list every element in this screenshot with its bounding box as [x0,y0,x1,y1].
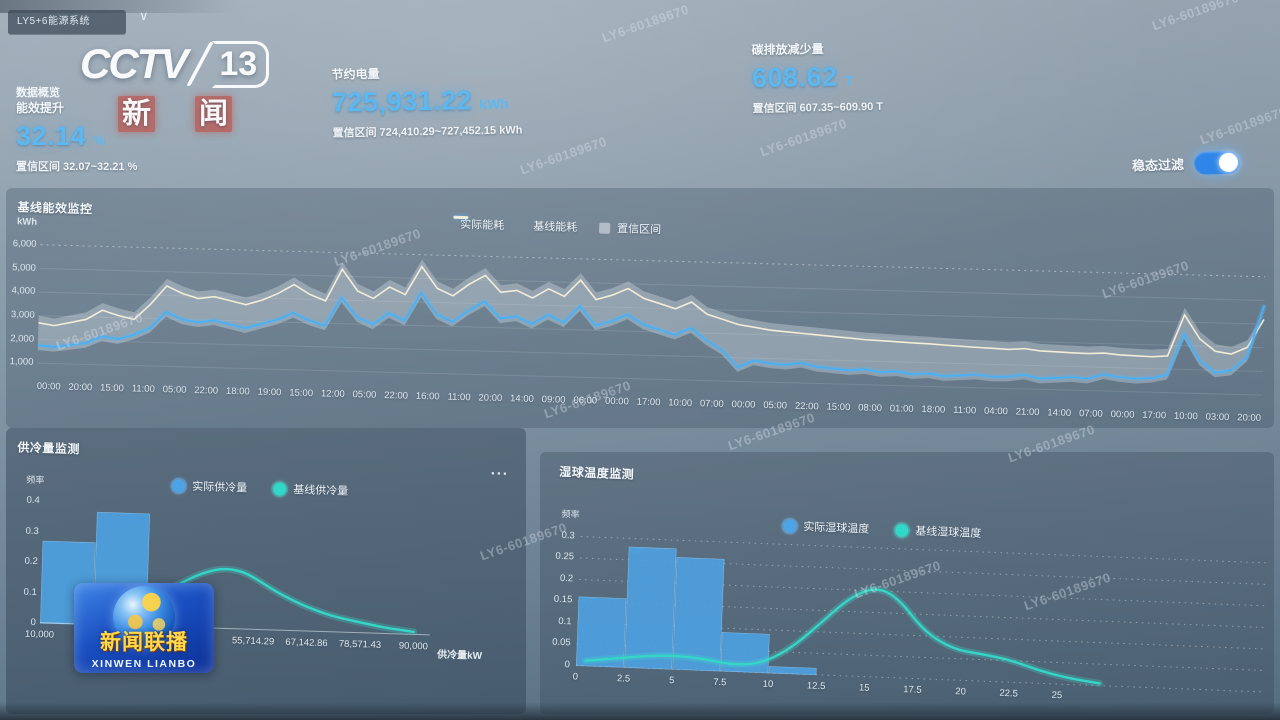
legend-label: 基线能耗 [533,220,578,234]
legend-swatch [783,518,797,533]
xinwen-lianbo-logo: 新闻联播 XINWEN LIANBO [74,583,214,673]
chart-legend: 实际能耗 基线能耗 置信区间 [453,215,661,238]
chart-title: 供冷量监测 [17,440,81,457]
photo-edge-shadow [0,0,240,13]
stat-efficiency: 能效提升 32.14% 置信区间 32.07~32.21 % [16,99,137,174]
cctv-news-caption: 新 闻 [118,96,269,132]
y-axis-title: 频率 [26,474,45,486]
stat-unit: T [844,72,854,89]
x-axis-title: 供冷量kW [436,649,483,663]
legend-baseline-energy[interactable]: 基线能耗 [453,215,578,235]
steady-filter-label: 稳态过滤 [1131,157,1185,174]
y-axis-labels: kWh 6,000 5,000 4,000 3,000 2,000 1,000 [9,216,38,368]
stat-carbon-reduction: 碳排放减少量 608.62 T 置信区间 607.35~609.90 T [751,39,883,116]
confidence-interval: 置信区间 607.35~609.90 T [752,100,884,116]
section-label: 数据概览 [16,87,60,99]
legend-swatch [172,478,186,493]
y-axis-labels: 0.3 0.25 0.2 0.15 0.1 0.05 0 [551,529,576,671]
channel-number: 13 [212,40,270,88]
stat-value-row: 608.62 T [752,61,883,94]
caption-char: 新 [118,96,156,132]
legend-label: 置信区间 [616,223,662,237]
photo-bottom-shadow [0,702,1280,720]
line-chart-plot [37,233,1267,407]
legend-swatch [273,481,287,496]
stat-label: 碳排放减少量 [751,41,824,58]
stat-value: 32.14 [16,121,87,151]
toggle-knob [1218,152,1239,173]
stat-value-row: 725,931.22 kWh [332,84,522,118]
legend-label: 实际供冷量 [192,480,248,495]
slash-icon [186,42,215,86]
system-select[interactable]: LY5+6能源系统 [8,10,126,35]
confidence-interval: 置信区间 724,410.29~727,452.15 kWh [332,124,523,140]
y-axis-labels: 0.4 0.3 0.2 0.1 0 [23,494,40,629]
more-menu-icon[interactable]: ··· [490,465,510,483]
chart-title: 湿球温度监测 [558,464,635,482]
stat-label: 节约电量 [331,66,380,82]
system-select-value: LY5+6能源系统 [17,16,90,27]
stat-value-row: 32.14% [16,121,137,152]
y-axis-title: 频率 [561,508,580,520]
stat-energy-saved: 节约电量 725,931.22 kWh 置信区间 724,410.29~727,4… [331,62,522,140]
xwlb-title: 新闻联播 [100,631,188,654]
cctv13-wordmark: CCTV 13 [80,40,270,88]
stat-label: 能效提升 [16,101,65,115]
chart-title: 基线能效监控 [17,200,93,217]
stat-value: 725,931.22 [331,85,473,118]
chevron-down-icon[interactable]: ∨ [139,8,149,23]
xwlb-subtitle: XINWEN LIANBO [91,658,197,670]
steady-filter-toggle[interactable] [1193,150,1241,175]
confidence-interval: 置信区间 32.07~32.21 % [16,161,138,173]
stat-unit: kWh [479,95,509,113]
legend-label: 基线供冷量 [293,484,349,498]
stat-value: 608.62 [751,61,838,94]
legend-confidence-band[interactable]: 置信区间 [599,220,661,238]
panel-baseline-energy-monitor: 基线能效监控 实际能耗 基线能耗 置信区间 kWh 6,000 5,000 4,000… [6,188,1274,428]
panel-wetbulb-monitor: 湿球温度监测 实际湿球温度 基线湿球温度 频率 0.3 0.25 0.2 0.15 0.… [540,452,1274,714]
legend-swatch [895,523,909,537]
caption-char: 闻 [195,96,233,132]
cctv-text: CCTV [80,40,188,87]
steady-filter-row: 稳态过滤 [1131,150,1241,177]
globe-icon [113,586,175,648]
stat-unit: % [93,132,106,148]
cctv13-logo: CCTV 13 新 闻 [80,40,270,132]
histogram-plot [39,489,499,637]
legend-swatch [599,222,611,234]
histogram-plot [575,524,1267,693]
legend-swatch [453,215,469,220]
